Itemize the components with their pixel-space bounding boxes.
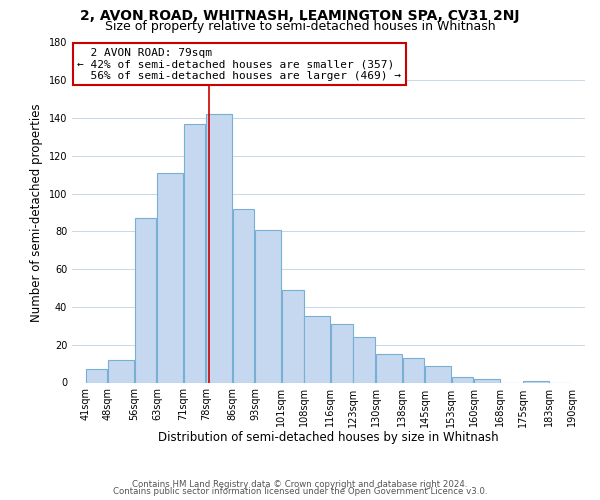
Bar — [403, 358, 424, 382]
Bar — [184, 124, 205, 382]
Text: Contains HM Land Registry data © Crown copyright and database right 2024.: Contains HM Land Registry data © Crown c… — [132, 480, 468, 489]
Bar — [233, 208, 254, 382]
Bar — [425, 366, 451, 382]
Bar — [304, 316, 329, 382]
Bar — [452, 377, 473, 382]
Bar — [523, 380, 548, 382]
X-axis label: Distribution of semi-detached houses by size in Whitnash: Distribution of semi-detached houses by … — [158, 431, 499, 444]
Bar — [475, 378, 500, 382]
Bar — [109, 360, 134, 382]
Bar — [157, 173, 182, 382]
Text: Size of property relative to semi-detached houses in Whitnash: Size of property relative to semi-detach… — [104, 20, 496, 33]
Bar — [134, 218, 157, 382]
Bar — [256, 230, 281, 382]
Text: 2, AVON ROAD, WHITNASH, LEAMINGTON SPA, CV31 2NJ: 2, AVON ROAD, WHITNASH, LEAMINGTON SPA, … — [80, 9, 520, 23]
Bar — [206, 114, 232, 382]
Y-axis label: Number of semi-detached properties: Number of semi-detached properties — [30, 103, 43, 322]
Bar — [86, 370, 107, 382]
Text: 2 AVON ROAD: 79sqm
← 42% of semi-detached houses are smaller (357)
  56% of semi: 2 AVON ROAD: 79sqm ← 42% of semi-detache… — [77, 48, 401, 81]
Bar — [376, 354, 401, 382]
Bar — [353, 337, 376, 382]
Bar — [331, 324, 353, 382]
Bar — [281, 290, 304, 382]
Text: Contains public sector information licensed under the Open Government Licence v3: Contains public sector information licen… — [113, 487, 487, 496]
